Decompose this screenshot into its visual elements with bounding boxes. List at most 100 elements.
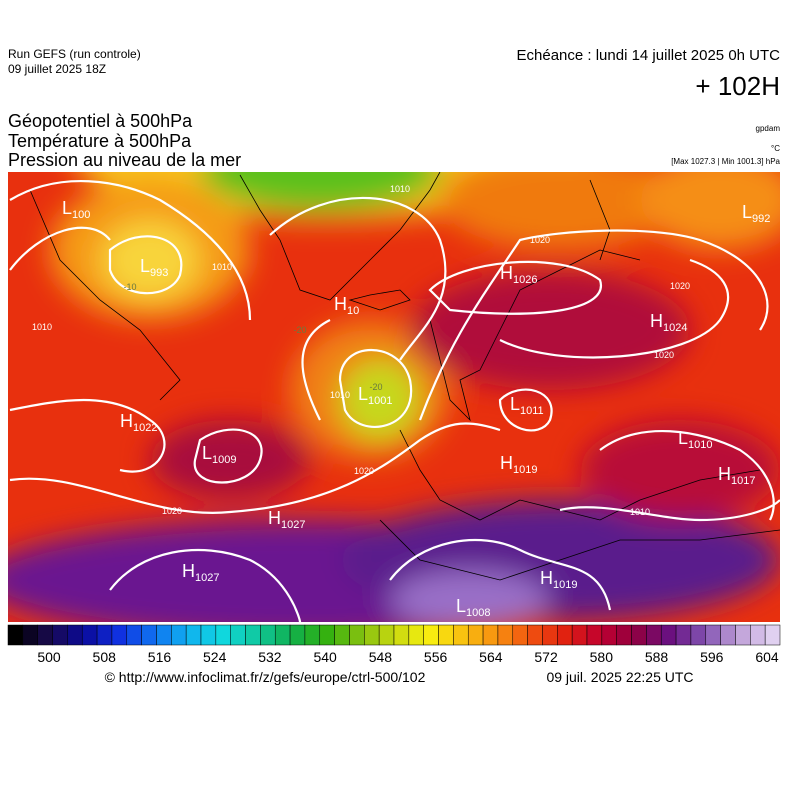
- isobar-label: 1010: [330, 390, 350, 400]
- colorbar-tick-label: 588: [645, 649, 669, 665]
- pressure-center: H1019: [540, 568, 577, 591]
- center-value: 1019: [553, 579, 577, 591]
- colorbar-swatch: [230, 624, 246, 646]
- colorbar-tick-label: 548: [369, 649, 393, 665]
- colorbar-swatch: [200, 624, 217, 646]
- colorbar-swatch: [364, 624, 380, 646]
- pressure-center: L1009: [202, 443, 237, 466]
- colorbar-swatch: [215, 624, 231, 646]
- pressure-center: L1008: [456, 596, 491, 619]
- center-value: 1026: [513, 274, 537, 286]
- colorbar-swatch: [527, 624, 543, 646]
- unit: [Max 1027.3 | Min 1001.3] hPa: [671, 157, 780, 166]
- colorbar-tick-label: 572: [534, 649, 558, 665]
- colorbar-swatch: [557, 624, 573, 646]
- colorbar-swatch: [631, 624, 647, 646]
- colorbar-swatch: [378, 624, 395, 646]
- colorbar-swatch: [408, 624, 424, 646]
- isobar-label: 1010: [212, 262, 232, 272]
- colorbar-swatch: [601, 624, 617, 646]
- colorbar-swatch: [274, 624, 291, 646]
- pressure-center: L1010: [678, 428, 713, 451]
- pressure-center: L992: [742, 202, 770, 225]
- colorbar-swatch: [245, 624, 261, 646]
- pressure-center: L1011: [510, 394, 544, 417]
- center-value: 1022: [133, 422, 157, 434]
- center-value: 1011: [520, 405, 544, 417]
- echeance: Echéance : lundi 14 juillet 2025 0h UTC: [517, 47, 781, 64]
- unit: °C: [771, 144, 780, 153]
- pressure-center: L1001: [358, 384, 393, 407]
- center-type: H: [120, 411, 133, 431]
- isobar-label: 1010: [390, 184, 410, 194]
- center-type: L: [202, 443, 212, 463]
- colorbar-swatch: [616, 624, 632, 646]
- colorbar-swatch: [646, 624, 662, 646]
- lead-time: + 102H: [695, 71, 780, 101]
- colorbar-swatch: [690, 624, 707, 646]
- center-value: 10: [347, 305, 359, 317]
- center-type: H: [268, 508, 281, 528]
- center-value: 1027: [195, 572, 219, 584]
- isobar-label: 1020: [654, 350, 674, 360]
- colorbar-swatch: [141, 624, 157, 646]
- colorbar-swatch: [126, 624, 142, 646]
- colorbar-tick-label: 564: [479, 649, 503, 665]
- colorbar-swatch: [96, 624, 113, 646]
- colorbar-swatch: [512, 624, 528, 646]
- title: Géopotentiel à 500hPa: [8, 111, 193, 131]
- colorbar-tick-label: 540: [313, 649, 337, 665]
- center-type: H: [334, 294, 347, 314]
- pressure-center: H1026: [500, 263, 537, 286]
- colorbar-tick-label: 556: [424, 649, 448, 665]
- run-date: 09 juillet 2025 18Z: [8, 62, 106, 76]
- colorbar-tick-label: 532: [258, 649, 282, 665]
- center-type: L: [456, 596, 466, 616]
- colorbar-swatch: [111, 624, 128, 646]
- pressure-center: H1027: [182, 561, 219, 584]
- colorbar-tick-label: 516: [148, 649, 172, 665]
- unit: gpdam: [756, 124, 781, 133]
- colorbar-swatch: [423, 624, 439, 646]
- colorbar-swatch: [586, 624, 603, 646]
- center-type: H: [540, 568, 553, 588]
- center-type: H: [500, 263, 513, 283]
- colorbar-swatch: [438, 624, 454, 646]
- center-value: 993: [150, 267, 168, 279]
- colorbar-swatch: [750, 624, 766, 646]
- center-value: 1010: [688, 439, 712, 451]
- title: Température à 500hPa: [8, 131, 192, 151]
- temperature-label: -10: [123, 282, 136, 292]
- pressure-center: H1024: [650, 311, 687, 334]
- title: Pression au niveau de la mer: [8, 150, 241, 170]
- colorbar-swatch: [7, 624, 24, 646]
- center-value: 1024: [663, 322, 687, 334]
- colorbar-swatch: [720, 624, 736, 646]
- colorbar-swatch: [81, 624, 98, 646]
- colorbar-tick-label: 604: [755, 649, 779, 665]
- colorbar-swatch: [334, 624, 350, 646]
- pressure-center: L993: [140, 256, 168, 279]
- center-type: H: [182, 561, 195, 581]
- colorbar-swatch: [37, 624, 53, 646]
- colorbar-swatch: [764, 624, 781, 646]
- colorbar-tick-label: 596: [700, 649, 724, 665]
- colorbar-swatch: [542, 624, 558, 646]
- source: © http://www.infoclimat.fr/z/gefs/europe…: [105, 669, 426, 685]
- center-type: H: [650, 311, 663, 331]
- center-type: L: [358, 384, 368, 404]
- colorbar-tick-label: 580: [590, 649, 614, 665]
- generated: 09 juil. 2025 22:25 UTC: [546, 669, 693, 685]
- colorbar-swatch: [660, 624, 677, 646]
- colorbar-swatch: [571, 624, 588, 646]
- colorbar-swatch: [67, 624, 83, 646]
- colorbar-swatch: [349, 624, 365, 646]
- colorbar-swatch: [289, 624, 306, 646]
- isobar-label: 1010: [630, 507, 650, 517]
- colorbar-swatch: [185, 624, 202, 646]
- center-type: L: [742, 202, 752, 222]
- center-value: 1009: [212, 454, 236, 466]
- colorbar-swatch: [304, 624, 321, 646]
- pressure-center: H1022: [120, 411, 157, 434]
- center-type: L: [510, 394, 520, 414]
